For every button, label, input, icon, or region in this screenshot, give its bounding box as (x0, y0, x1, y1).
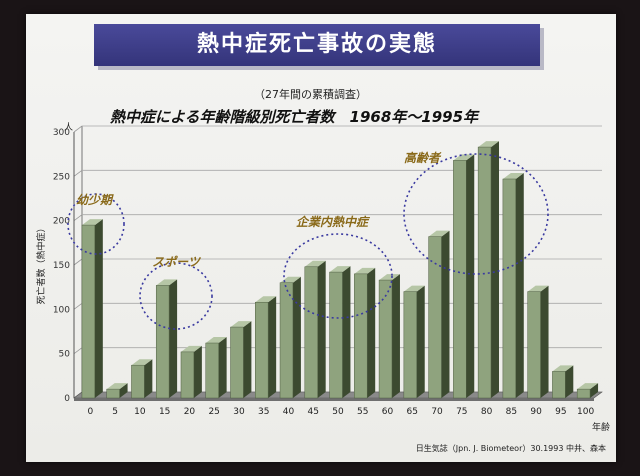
bar (155, 279, 178, 399)
bar (205, 337, 227, 399)
title-bar: 熱中症死亡事故の実態 (94, 24, 540, 66)
x-tick-label: 70 (431, 407, 443, 417)
y-tick-label: 100 (53, 305, 70, 315)
bar (304, 260, 326, 399)
bar (180, 345, 202, 399)
y-tick-label: 50 (59, 350, 71, 360)
x-tick-label: 100 (577, 407, 594, 417)
x-tick-label: 30 (233, 407, 245, 417)
bar (279, 276, 301, 399)
chart-title: 熱中症による年齢階級別死亡者数 1968年～1995年 (110, 108, 479, 126)
gridline-depth (73, 214, 83, 221)
x-tick-label: 55 (357, 407, 368, 417)
x-axis-label: 年齢 (592, 421, 610, 433)
y-tick-label: 150 (53, 261, 70, 271)
gridline-depth (73, 347, 83, 354)
bar (502, 172, 524, 399)
bar (329, 266, 351, 399)
x-tick-label: 45 (308, 407, 319, 417)
annotation-circle (283, 233, 393, 319)
x-tick-label: 35 (258, 407, 269, 417)
x-tick-label: 40 (283, 407, 295, 417)
x-tick-label: 0 (88, 407, 94, 417)
x-tick-label: 65 (407, 407, 418, 417)
bar (230, 321, 252, 399)
bar (477, 141, 500, 399)
slide: 熱中症死亡事故の実態 （27年間の累積調査） 熱中症による年齢階級別死亡者数 1… (26, 14, 616, 462)
bar (527, 285, 549, 399)
bar-chart: 0 50 100 150 200 250 300 0 5 10 15 20 25 30 35 40 45 50 5… (35, 122, 610, 433)
y-tick-label: 300 (53, 128, 70, 138)
y-axis-label: 死亡者数（熱中症） (35, 223, 47, 304)
source-citation: 日生気誌（Jpn. J. Biometeor）30.1993 中井、森本 (415, 444, 606, 453)
gridline-depth (73, 303, 83, 310)
x-tick-label: 25 (208, 407, 219, 417)
bar (403, 285, 425, 399)
x-tick-label: 75 (456, 407, 467, 417)
annotation-label: 企業内熱中症 (296, 215, 371, 229)
x-tick-label: 10 (134, 407, 146, 417)
bar (576, 383, 599, 399)
x-tick-label: 80 (481, 407, 493, 417)
y-tick-label: 0 (64, 394, 70, 404)
gridline-depth (73, 125, 83, 133)
x-tick-label: 50 (332, 407, 344, 417)
annotation-label: 幼少期 (76, 193, 114, 207)
bar (428, 230, 450, 399)
gridline-depth (73, 170, 83, 177)
slide-title: 熱中症死亡事故の実態 (196, 32, 437, 57)
x-tick-label: 20 (184, 407, 196, 417)
y-tick-label: 250 (53, 172, 70, 182)
slide-subtitle: （27年間の累積調査） (254, 88, 367, 101)
x-tick-label: 15 (159, 407, 170, 417)
x-tick-label: 85 (506, 407, 517, 417)
bar (81, 219, 103, 399)
x-tick-label: 95 (555, 407, 566, 417)
bar (106, 383, 128, 399)
x-tick-label: 90 (530, 407, 542, 417)
y-axis-unit: 人 (64, 122, 73, 133)
annotation-label: 高齢者 (404, 151, 442, 165)
x-tick-label: 60 (382, 407, 394, 417)
bar (354, 267, 376, 399)
y-axis-ticks: 0 50 100 150 200 250 300 (53, 128, 70, 404)
y-tick-label: 200 (53, 217, 70, 227)
gridline-depth (73, 258, 83, 266)
x-axis-ticks: 0 5 10 15 20 25 30 35 40 45 50 55 60 65 70 75 80 85 90 95 10… (88, 407, 595, 417)
bar (131, 359, 153, 399)
bar (255, 296, 277, 399)
bar (453, 154, 475, 399)
annotation-circle (67, 193, 125, 255)
annotation-circle (403, 153, 549, 275)
bar (552, 365, 574, 399)
bar (378, 274, 400, 399)
bars (81, 141, 599, 399)
x-tick-label: 5 (112, 407, 118, 417)
annotation-circle (139, 262, 213, 330)
annotation-label: スポーツ (152, 255, 202, 269)
